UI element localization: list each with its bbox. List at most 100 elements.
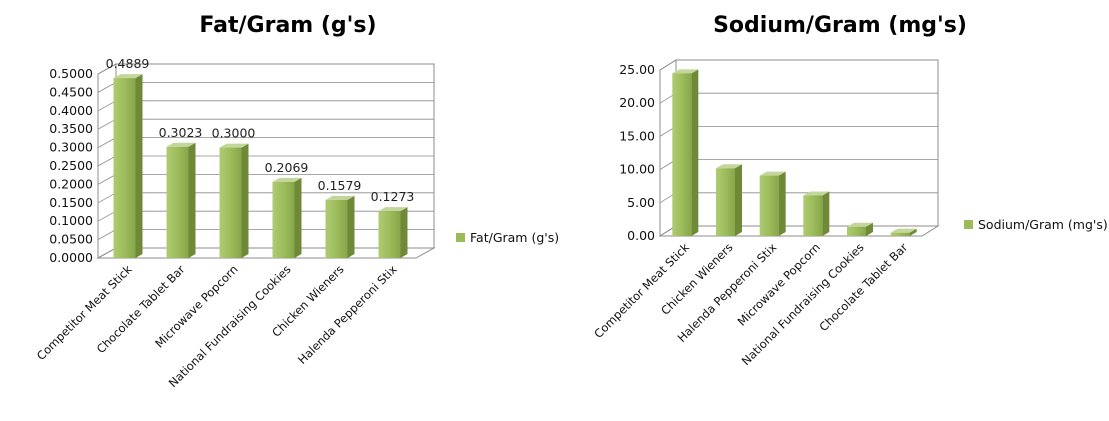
fat-data-label: 0.2069: [265, 160, 309, 175]
fat-data-label: 0.4889: [106, 56, 150, 71]
fat-gridline-side: [97, 100, 117, 112]
sodium-bar-side: [822, 191, 830, 236]
fat-gridline-side: [97, 82, 117, 93]
fat-plot-area: 0.0000 0.0500 0.1000 0.1500 0.2000 0.2500 0.30…: [34, 56, 436, 390]
sodium-chart-title: Sodium/Gram (mg's): [713, 13, 967, 38]
fat-bar-side: [294, 177, 302, 258]
fat-y-tick-label: 0.0500: [49, 232, 93, 247]
fat-gridline-side: [97, 155, 117, 167]
fat-gridline-side: [97, 174, 117, 185]
fat-bar-front: [272, 181, 295, 258]
fat-legend-swatch: [456, 233, 465, 242]
sodium-legend-swatch: [964, 220, 973, 229]
fat-y-tick-label: 0.1000: [49, 213, 93, 228]
fat-bar-front: [378, 211, 401, 258]
fat-bar-front: [166, 146, 189, 258]
fat-y-tick-label: 0.1500: [49, 195, 93, 210]
sodium-legend: Sodium/Gram (mg's): [964, 217, 1108, 232]
sodium-y-tick-label: 5.00: [627, 195, 655, 210]
fat-category-label: Competitor Meat Stick: [34, 262, 135, 363]
sodium-bar-front: [803, 195, 823, 236]
fat-y-tick-label: 0.2500: [49, 158, 93, 173]
sodium-bar-top: [672, 69, 699, 74]
sodium-bar: [890, 228, 917, 236]
fat-legend: Fat/Gram (g's): [456, 230, 559, 245]
sodium-bar: [716, 164, 742, 236]
fat-bar-side: [400, 207, 408, 258]
sodium-y-tick-label: 0.00: [627, 228, 655, 243]
sodium-y-tick-label: 10.00: [619, 162, 655, 177]
fat-data-label: 0.1273: [371, 189, 415, 204]
sodium-bar-side: [691, 69, 699, 236]
sodium-category-label: Chocolate Tablet Bar: [816, 240, 910, 334]
fat-gridline-side: [97, 118, 117, 130]
fat-gridline-side: [97, 63, 117, 75]
fat-bar-front: [325, 199, 348, 258]
fat-bar-top: [325, 195, 355, 200]
fat-bar-front: [219, 147, 242, 258]
fat-bar-top: [219, 143, 249, 148]
sodium-bar-side: [778, 171, 786, 236]
fat-category-label: Halenda Pepperoni Stix: [295, 262, 400, 367]
sodium-bar-front: [759, 175, 779, 236]
sodium-bar-top: [759, 171, 786, 176]
fat-bar: [325, 195, 355, 258]
fat-y-tick-label: 0.2000: [49, 176, 93, 191]
sodium-bar-top: [847, 222, 873, 227]
sodium-y-tick-label: 20.00: [619, 95, 655, 110]
fat-bar-side: [241, 143, 249, 258]
sodium-bar-top: [890, 228, 917, 233]
fat-bar-side: [188, 142, 196, 258]
fat-bar: [113, 74, 143, 258]
fat-bar-front: [113, 78, 136, 258]
fat-bar-side: [347, 195, 355, 258]
fat-y-tick-label: 0.5000: [49, 66, 93, 81]
sodium-bar: [803, 191, 830, 236]
fat-gridline-side: [97, 192, 117, 204]
sodium-category-label: Microwave Popcorn: [735, 240, 823, 328]
fat-bar-top: [272, 177, 302, 182]
fat-data-label: 0.3023: [159, 125, 203, 140]
fat-chart: Fat/Gram (g's) 0.00000.05000.10000.15000…: [34, 13, 559, 390]
fat-bar: [166, 142, 196, 258]
sodium-bar-side: [735, 164, 742, 236]
fat-gridline-side: [97, 137, 117, 148]
fat-y-tick-label: 0.3500: [49, 121, 93, 136]
fat-data-label: 0.3000: [212, 126, 256, 141]
fat-bar: [378, 207, 408, 258]
fat-y-tick-label: 0.3000: [49, 140, 93, 155]
sodium-bar-top: [803, 191, 830, 196]
sodium-bar: [672, 69, 699, 236]
fat-bar: [272, 177, 302, 258]
fat-y-tick-label: 0.4500: [49, 84, 93, 99]
sodium-y-tick-label: 15.00: [619, 128, 655, 143]
fat-category-label: Chocolate Tablet Bar: [94, 262, 188, 356]
sodium-legend-label: Sodium/Gram (mg's): [978, 217, 1108, 232]
sodium-bar-front: [716, 168, 735, 236]
sodium-bar: [759, 171, 786, 236]
fat-bar: [219, 143, 249, 258]
fat-y-tick-label: 0.0000: [49, 250, 93, 265]
fat-y-tick-label: 0.4000: [49, 103, 93, 118]
fat-chart-title: Fat/Gram (g's): [199, 13, 376, 38]
sodium-bar-front: [890, 232, 910, 236]
fat-bar-top: [166, 142, 196, 147]
sodium-bar-side: [909, 228, 917, 236]
sodium-bar: [847, 222, 873, 236]
sodium-bar-top: [716, 164, 742, 169]
sodium-bar-front: [672, 73, 692, 236]
sodium-bar-side: [866, 222, 873, 236]
fat-bar-top: [113, 74, 143, 79]
fat-gridline-side: [97, 229, 117, 240]
fat-legend-label: Fat/Gram (g's): [470, 230, 559, 245]
sodium-bar-front: [847, 226, 866, 236]
sodium-gridline-side: [659, 59, 677, 71]
fat-gridline-side: [97, 247, 117, 259]
sodium-y-tick-label: 25.00: [619, 62, 655, 77]
fat-bar-top: [378, 207, 408, 212]
fat-gridline-side: [97, 210, 117, 222]
fat-data-label: 0.1579: [318, 178, 362, 193]
sodium-chart: Sodium/Gram (mg's) 0.00 5.00 10.00 15.00 20.…: [591, 13, 1108, 368]
